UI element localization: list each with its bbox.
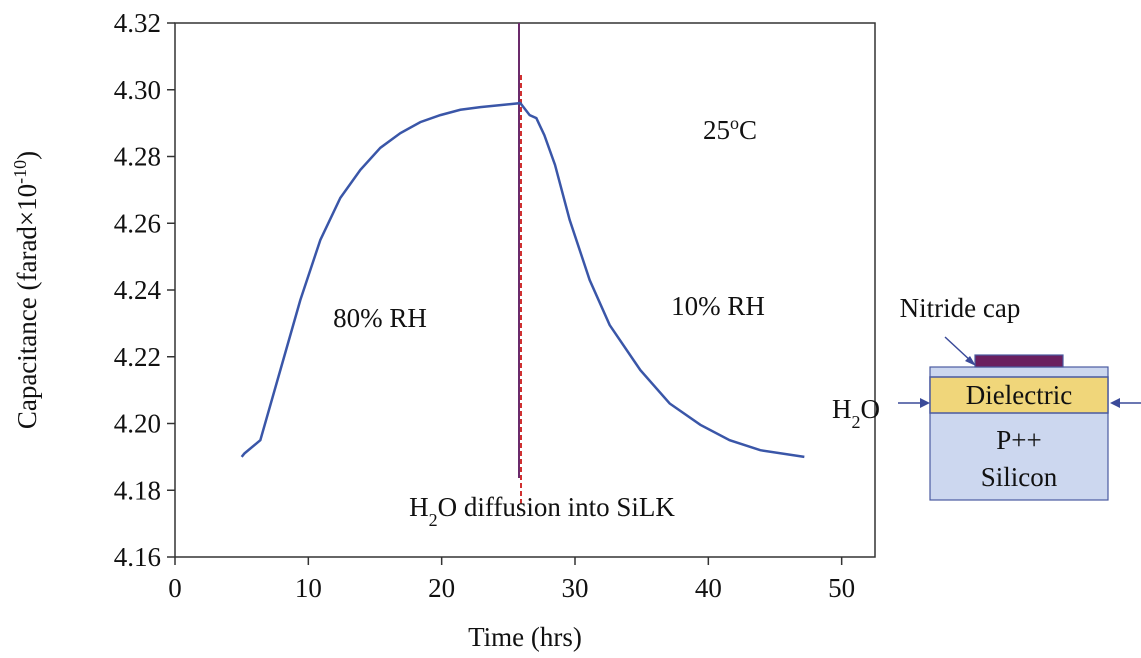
- arrow-head: [965, 356, 976, 366]
- arrow: [944, 336, 973, 363]
- text-part: Capacitance (farad×10: [12, 184, 42, 429]
- x-tick-label: 30: [562, 573, 589, 603]
- text-part: -10: [10, 160, 30, 184]
- x-tick-label: 50: [828, 573, 855, 603]
- y-tick-label: 4.26: [114, 208, 161, 238]
- text-part: 80% RH: [333, 303, 427, 333]
- dielectric: [929, 376, 1109, 414]
- cap-label: Nitride cap: [900, 293, 1021, 323]
- x-tick-label: 0: [168, 573, 182, 603]
- text-part: O diffusion into SiLK: [438, 492, 676, 522]
- y-tick-label: 4.18: [114, 475, 161, 505]
- x-axis-label: Time (hrs): [468, 622, 582, 652]
- text-part: 25: [703, 115, 730, 145]
- annotation: 10% RH: [671, 291, 765, 321]
- x-tick-label: 20: [428, 573, 455, 603]
- layer-label: Dielectric: [966, 380, 1072, 410]
- flow-label: H2O: [832, 394, 880, 432]
- y-tick-label: 4.20: [114, 409, 161, 439]
- y-tick-label: 4.24: [114, 275, 162, 305]
- y-tick-label: 4.22: [114, 342, 161, 372]
- text-part: H: [832, 394, 852, 424]
- text-part: H: [409, 492, 429, 522]
- text-part: 2: [429, 510, 438, 530]
- x-tick-label: 40: [695, 573, 722, 603]
- y-tick-label: 4.32: [114, 8, 161, 38]
- text-part: ): [12, 151, 42, 160]
- annotation: 80% RH: [333, 303, 427, 333]
- text-part: O: [861, 394, 881, 424]
- plot-frame: [174, 22, 876, 558]
- nitride-cap: [974, 354, 1064, 368]
- y-tick-label: 4.28: [114, 142, 161, 172]
- x-tick-label: 10: [295, 573, 322, 603]
- annotation: 25oC: [703, 113, 757, 145]
- substrate-label: Silicon: [981, 462, 1058, 492]
- arrow-head: [1110, 398, 1120, 408]
- y-tick-label: 4.16: [114, 542, 161, 572]
- inset: Nitride cap Dielectric P++ Silicon H2O: [832, 293, 1141, 501]
- y-axis-label: Capacitance (farad×10-10): [10, 151, 42, 429]
- arrow-head: [920, 398, 930, 408]
- annotation: H2O diffusion into SiLK: [409, 492, 675, 530]
- text-part: C: [739, 115, 757, 145]
- text-part: 2: [852, 412, 861, 432]
- substrate-label: P++: [996, 425, 1041, 455]
- y-tick-label: 4.30: [114, 75, 161, 105]
- text-part: o: [730, 113, 739, 133]
- line: [240, 101, 805, 459]
- text-part: 10% RH: [671, 291, 765, 321]
